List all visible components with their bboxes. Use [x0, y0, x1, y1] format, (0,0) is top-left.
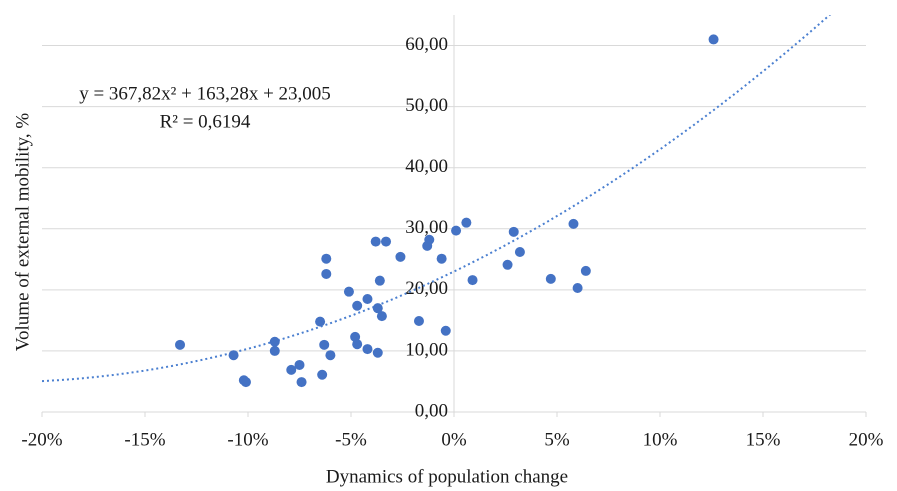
- x-tick-label: 5%: [544, 429, 570, 450]
- x-tick-label: 10%: [643, 429, 678, 450]
- y-tick-label: 50,00: [405, 95, 448, 116]
- y-tick-label: 0,00: [415, 400, 448, 421]
- point: [362, 294, 373, 305]
- point: [440, 325, 451, 336]
- y-tick-label: 60,00: [405, 34, 448, 55]
- point: [352, 300, 363, 311]
- y-tick-label: 20,00: [405, 278, 448, 299]
- point: [370, 236, 381, 247]
- trendline-equation: y = 367,82x² + 163,28x + 23,005: [79, 83, 331, 104]
- point: [502, 259, 513, 270]
- point: [568, 218, 579, 229]
- x-axis-title: Dynamics of population change: [326, 466, 568, 487]
- point: [451, 225, 462, 236]
- point: [545, 273, 556, 284]
- point: [321, 268, 332, 279]
- point: [580, 265, 591, 276]
- y-tick-label: 30,00: [405, 217, 448, 238]
- x-tick-label: -5%: [335, 429, 367, 450]
- x-tick-label: -20%: [21, 429, 62, 450]
- point: [376, 311, 387, 322]
- point: [228, 350, 239, 361]
- point: [269, 345, 280, 356]
- point: [395, 251, 406, 262]
- point: [508, 226, 519, 237]
- point: [362, 344, 373, 355]
- point: [175, 339, 186, 350]
- x-tick-label: 15%: [746, 429, 781, 450]
- x-tick-label: -15%: [124, 429, 165, 450]
- point: [296, 377, 307, 388]
- point: [240, 377, 251, 388]
- x-tick-label: 0%: [441, 429, 467, 450]
- y-axis-title: Volume of external mobility, %: [12, 113, 33, 352]
- point: [372, 347, 383, 358]
- point: [572, 283, 583, 294]
- point: [436, 253, 447, 264]
- point: [352, 339, 363, 350]
- point: [708, 34, 719, 45]
- point: [424, 234, 435, 245]
- y-tick-label: 10,00: [405, 339, 448, 360]
- point: [461, 217, 472, 228]
- point: [269, 336, 280, 347]
- trendline-r-squared: R² = 0,6194: [160, 111, 251, 132]
- point: [372, 303, 383, 314]
- point: [413, 315, 424, 326]
- point: [514, 246, 525, 257]
- y-tick-label: 40,00: [405, 156, 448, 177]
- point: [325, 350, 336, 361]
- point: [286, 364, 297, 375]
- point: [319, 339, 330, 350]
- point: [321, 253, 332, 264]
- point: [381, 236, 392, 247]
- point: [315, 316, 326, 327]
- point: [467, 275, 478, 286]
- point: [374, 275, 385, 286]
- point: [317, 369, 328, 380]
- x-tick-label: -10%: [227, 429, 268, 450]
- point: [294, 359, 305, 370]
- x-tick-label: 20%: [849, 429, 884, 450]
- point: [343, 286, 354, 297]
